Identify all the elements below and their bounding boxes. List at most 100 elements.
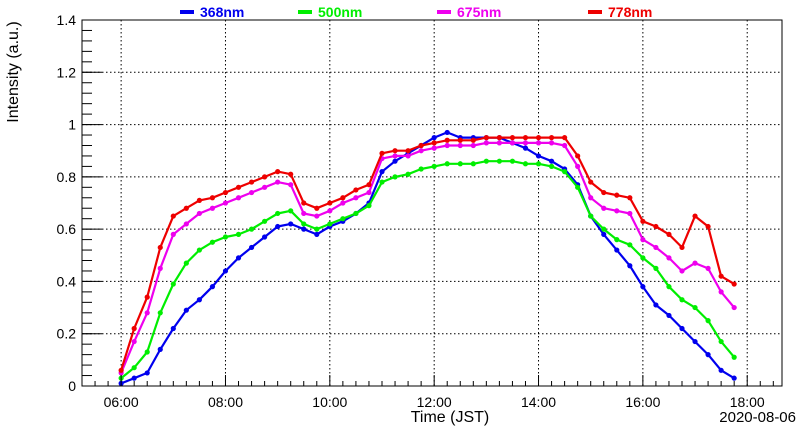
data-point: [301, 210, 307, 217]
data-point: [170, 281, 176, 287]
data-point: [548, 140, 555, 146]
data-point: [431, 163, 437, 169]
data-point: [248, 226, 255, 232]
data-point: [614, 192, 620, 198]
y-tick-label: 1: [68, 117, 76, 133]
data-point: [575, 163, 581, 169]
data-point: [157, 244, 163, 251]
data-point: [509, 135, 516, 141]
data-point: [705, 352, 711, 358]
data-point: [366, 203, 372, 209]
data-point: [353, 187, 359, 193]
data-point: [288, 208, 294, 214]
data-point: [405, 148, 411, 154]
axis-ticks: [81, 19, 774, 387]
data-point: [418, 148, 424, 154]
data-point: [222, 200, 229, 206]
data-point: [718, 289, 724, 295]
data-point: [731, 281, 737, 287]
data-point: [627, 263, 633, 269]
data-point: [718, 273, 724, 279]
data-point: [679, 268, 685, 274]
data-point: [379, 150, 385, 156]
data-point: [157, 265, 163, 271]
data-point: [209, 284, 216, 290]
data-point: [718, 367, 724, 373]
data-point: [366, 189, 372, 196]
data-point: [379, 179, 385, 185]
data-point: [731, 304, 737, 311]
y-tick-label: 0.4: [57, 273, 77, 289]
data-point: [535, 135, 542, 141]
data-point: [288, 171, 294, 177]
data-point: [235, 255, 242, 261]
data-point: [705, 265, 711, 271]
data-point: [327, 208, 333, 214]
data-point: [614, 208, 620, 214]
data-point: [640, 218, 646, 224]
data-point: [562, 135, 568, 141]
data-point: [457, 142, 463, 149]
data-point: [196, 247, 202, 253]
data-point: [288, 182, 294, 188]
data-point: [144, 310, 150, 316]
data-point: [705, 318, 711, 324]
data-point: [262, 174, 268, 180]
data-point: [392, 148, 398, 154]
data-point: [275, 223, 281, 230]
legend-item: 675nm: [437, 4, 501, 20]
data-point: [301, 200, 307, 206]
data-point: [183, 221, 189, 227]
y-tick-label: 0.8: [57, 169, 77, 185]
series-675nm: [118, 140, 737, 376]
data-point: [340, 216, 346, 222]
data-point: [548, 158, 555, 164]
data-point: [131, 338, 137, 345]
data-point: [653, 265, 659, 271]
data-point: [248, 244, 255, 251]
data-point: [301, 221, 307, 227]
data-point: [431, 145, 437, 151]
data-point: [692, 338, 698, 345]
data-point: [314, 231, 320, 237]
data-point: [418, 142, 424, 149]
plot-frame: [81, 19, 783, 387]
legend: 368nm 500nm 675nm 778nm: [180, 4, 652, 20]
data-point: [535, 161, 542, 167]
data-point: [392, 153, 398, 159]
data-point: [588, 195, 594, 201]
data-point: [196, 197, 202, 203]
data-point: [157, 310, 163, 316]
data-point: [118, 367, 124, 373]
y-axis-title: Intensity (a.u.): [5, 21, 22, 122]
data-point: [183, 205, 189, 211]
data-point: [418, 166, 424, 172]
x-tick-label: 10:00: [312, 394, 347, 410]
data-point: [457, 161, 463, 167]
data-point: [522, 145, 529, 151]
data-point: [222, 189, 229, 196]
data-point: [183, 307, 189, 313]
data-point: [705, 223, 711, 230]
data-point: [575, 153, 581, 159]
data-point: [496, 140, 502, 146]
data-point: [275, 169, 281, 175]
data-point: [509, 140, 516, 146]
data-point: [614, 247, 620, 253]
data-point: [327, 221, 333, 227]
y-tick-label: 0: [68, 378, 76, 394]
data-point: [248, 179, 255, 185]
data-point: [144, 349, 150, 355]
data-point: [275, 179, 281, 185]
data-point: [692, 304, 698, 311]
data-point: [627, 210, 633, 217]
data-point: [392, 174, 398, 180]
data-point: [183, 260, 189, 266]
data-point: [470, 137, 476, 143]
data-point: [262, 234, 268, 240]
data-point: [327, 200, 333, 206]
data-point: [209, 239, 216, 245]
x-tick-label: 12:00: [417, 394, 452, 410]
data-point: [470, 142, 476, 149]
data-point: [144, 370, 150, 376]
